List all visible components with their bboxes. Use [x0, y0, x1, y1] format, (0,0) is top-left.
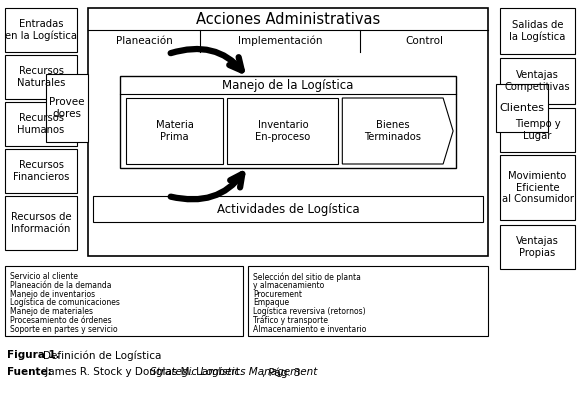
Bar [5, 149, 77, 193]
Text: Logística reversiva (retornos): Logística reversiva (retornos) [253, 307, 365, 316]
Bar [5, 55, 77, 99]
Text: Planeación de la demanda: Planeación de la demanda [10, 281, 111, 290]
Text: Tiempo y
Lugar: Tiempo y Lugar [514, 119, 560, 141]
Bar [93, 196, 483, 222]
Polygon shape [342, 98, 453, 164]
Text: Entradas
en la Logística: Entradas en la Logística [5, 19, 77, 41]
Bar [500, 58, 575, 104]
Text: Servicio al cliente: Servicio al cliente [10, 272, 78, 281]
Text: Control: Control [405, 36, 443, 46]
Bar [5, 266, 243, 336]
Text: Provee
dores: Provee dores [49, 97, 85, 119]
Text: Recursos
Naturales: Recursos Naturales [17, 66, 65, 88]
Text: , Pág. 3: , Pág. 3 [262, 367, 300, 377]
Bar [5, 102, 77, 146]
Text: Soporte en partes y servicio: Soporte en partes y servicio [10, 325, 118, 334]
Text: Selección del sitio de planta: Selección del sitio de planta [253, 272, 361, 282]
Bar [120, 76, 456, 168]
Text: Actividades de Logística: Actividades de Logística [217, 203, 360, 215]
Bar [500, 108, 575, 152]
Bar [88, 8, 488, 256]
Bar [496, 84, 548, 132]
Text: Planeación: Planeación [115, 36, 172, 46]
Bar [5, 196, 77, 250]
Text: Tráfico y transporte: Tráfico y transporte [253, 316, 328, 325]
Text: Almacenamiento e inventario: Almacenamiento e inventario [253, 325, 367, 334]
Text: Manejo de materiales: Manejo de materiales [10, 307, 93, 316]
Text: Recursos de
Información: Recursos de Información [10, 212, 71, 234]
Bar [500, 155, 575, 220]
Bar [500, 8, 575, 54]
Text: Clientes: Clientes [499, 103, 545, 113]
Text: Strategic Logistics Management: Strategic Logistics Management [150, 367, 317, 377]
Text: Acciones Administrativas: Acciones Administrativas [196, 12, 380, 26]
Text: Movimiento
Eficiente
al Consumidor: Movimiento Eficiente al Consumidor [502, 171, 574, 204]
Text: Procesamiento de órdenes: Procesamiento de órdenes [10, 316, 111, 325]
Text: Recursos
Humanos: Recursos Humanos [17, 113, 64, 135]
Text: Empaque: Empaque [253, 298, 289, 307]
Text: Fuente:: Fuente: [7, 367, 52, 377]
Bar [46, 74, 88, 142]
Text: Salidas de
la Logística: Salidas de la Logística [509, 20, 566, 42]
Text: Logística de comunicaciones: Logística de comunicaciones [10, 298, 120, 307]
Text: Bienes
Terminados: Bienes Terminados [364, 120, 421, 142]
FancyArrowPatch shape [171, 49, 242, 70]
Text: Figura 1.: Figura 1. [7, 350, 60, 360]
Bar [227, 98, 338, 164]
Text: Procurement: Procurement [253, 290, 302, 299]
Bar [126, 98, 223, 164]
Text: Implementación: Implementación [238, 36, 322, 46]
Text: Recursos
Financieros: Recursos Financieros [13, 160, 69, 182]
Text: Materia
Prima: Materia Prima [156, 120, 194, 142]
Text: Inventario
En-proceso: Inventario En-proceso [255, 120, 310, 142]
Text: James R. Stock y Douglas M. Lambert.: James R. Stock y Douglas M. Lambert. [42, 367, 246, 377]
Text: Ventajas
Propias: Ventajas Propias [516, 236, 559, 258]
FancyArrowPatch shape [171, 174, 242, 199]
Text: Ventajas
Competitivas: Ventajas Competitivas [505, 70, 570, 92]
Bar [5, 8, 77, 52]
Bar [500, 225, 575, 269]
Text: Manejo de la Logística: Manejo de la Logística [222, 79, 354, 92]
Bar [248, 266, 488, 336]
Text: Definición de Logística: Definición de Logística [43, 350, 161, 360]
Text: Manejo de inventarios: Manejo de inventarios [10, 290, 95, 299]
Text: y almacenamiento: y almacenamiento [253, 281, 324, 290]
